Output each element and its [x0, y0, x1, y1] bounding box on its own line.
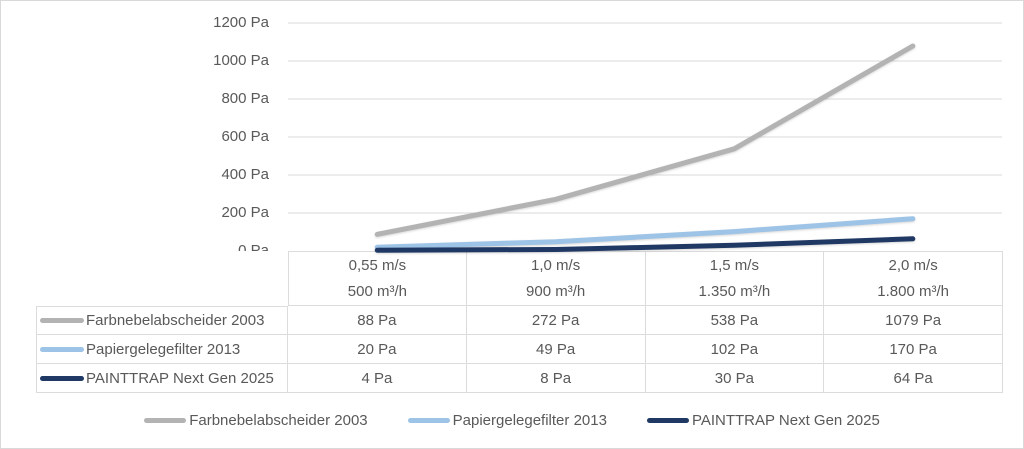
table-value: 20 Pa	[288, 335, 467, 364]
table-value: 272 Pa	[466, 306, 646, 335]
legend-key-line	[144, 417, 187, 423]
column-header-2: 1,0 m/s 900 m³/h	[466, 251, 646, 306]
table-value: 88 Pa	[288, 306, 467, 335]
y-tick-200: 200 Pa	[221, 204, 269, 221]
y-tick-1200: 1200 Pa	[213, 14, 269, 31]
series-key-line	[40, 375, 84, 381]
table-value: 49 Pa	[466, 335, 646, 364]
table-value: 8 Pa	[466, 364, 646, 393]
series-line-painttrap-next-gen-2025	[374, 236, 916, 253]
y-tick-400: 400 Pa	[221, 166, 269, 183]
series-line-farbnebelabscheider-2003	[374, 43, 916, 237]
column-header-speed: 0,55 m/s	[348, 256, 407, 274]
table-value: 102 Pa	[645, 335, 825, 364]
y-tick-600: 600 Pa	[221, 128, 269, 145]
series-key-line	[40, 346, 84, 352]
legend-item-papiergelegefilter-2013: Papiergelegefilter 2013	[407, 411, 607, 429]
column-header-flow: 500 m³/h	[347, 282, 407, 300]
row-label-text: Farbnebelabscheider 2003	[86, 312, 265, 329]
table-value: 4 Pa	[288, 364, 467, 393]
column-header-flow: 1.350 m³/h	[698, 282, 771, 300]
gridlines	[288, 22, 1002, 214]
column-header-speed: 1,0 m/s	[531, 256, 581, 274]
legend-label: Papiergelegefilter 2013	[452, 411, 607, 429]
y-tick-1000: 1000 Pa	[213, 52, 269, 69]
data-table: 0,55 m/s 500 m³/h 1,0 m/s 900 m³/h 1,5 m…	[36, 251, 1003, 393]
column-header-1: 0,55 m/s 500 m³/h	[288, 251, 467, 306]
table-row-label: PAINTTRAP Next Gen 2025	[36, 364, 288, 393]
legend-item-painttrap-next-gen-2025: PAINTTRAP Next Gen 2025	[646, 411, 880, 429]
table-value: 64 Pa	[824, 364, 1003, 393]
legend-key-line	[407, 417, 450, 423]
y-tick-800: 800 Pa	[221, 90, 269, 107]
table-value: 170 Pa	[824, 335, 1003, 364]
legend-label: PAINTTRAP Next Gen 2025	[691, 411, 880, 429]
series-key-line	[40, 318, 84, 323]
column-header-4: 2,0 m/s 1.800 m³/h	[824, 251, 1003, 306]
table-value: 1079 Pa	[824, 306, 1003, 335]
table-value: 30 Pa	[645, 364, 825, 393]
table-row-label: Papiergelegefilter 2013	[36, 335, 288, 364]
row-label-text: Papiergelegefilter 2013	[86, 340, 241, 358]
column-header-flow: 1.800 m³/h	[877, 282, 949, 300]
table-corner-spacer	[36, 251, 288, 306]
column-header-speed: 1,5 m/s	[709, 256, 759, 274]
row-label-text: PAINTTRAP Next Gen 2025	[86, 369, 274, 387]
table-value: 538 Pa	[645, 306, 825, 335]
legend-label: Farbnebelabscheider 2003	[189, 411, 368, 429]
table-row-label: Farbnebelabscheider 2003	[36, 306, 288, 335]
column-header-speed: 2,0 m/s	[888, 256, 938, 274]
legend-key-line	[646, 417, 689, 423]
chart-legend: Farbnebelabscheider 2003 Papiergelegefil…	[1, 408, 1023, 432]
column-header-3: 1,5 m/s 1.350 m³/h	[645, 251, 825, 306]
column-header-flow: 900 m³/h	[526, 282, 586, 300]
series-line-papiergelegefilter-2013	[374, 216, 916, 250]
legend-item-farbnebelabscheider-2003: Farbnebelabscheider 2003	[144, 411, 368, 429]
